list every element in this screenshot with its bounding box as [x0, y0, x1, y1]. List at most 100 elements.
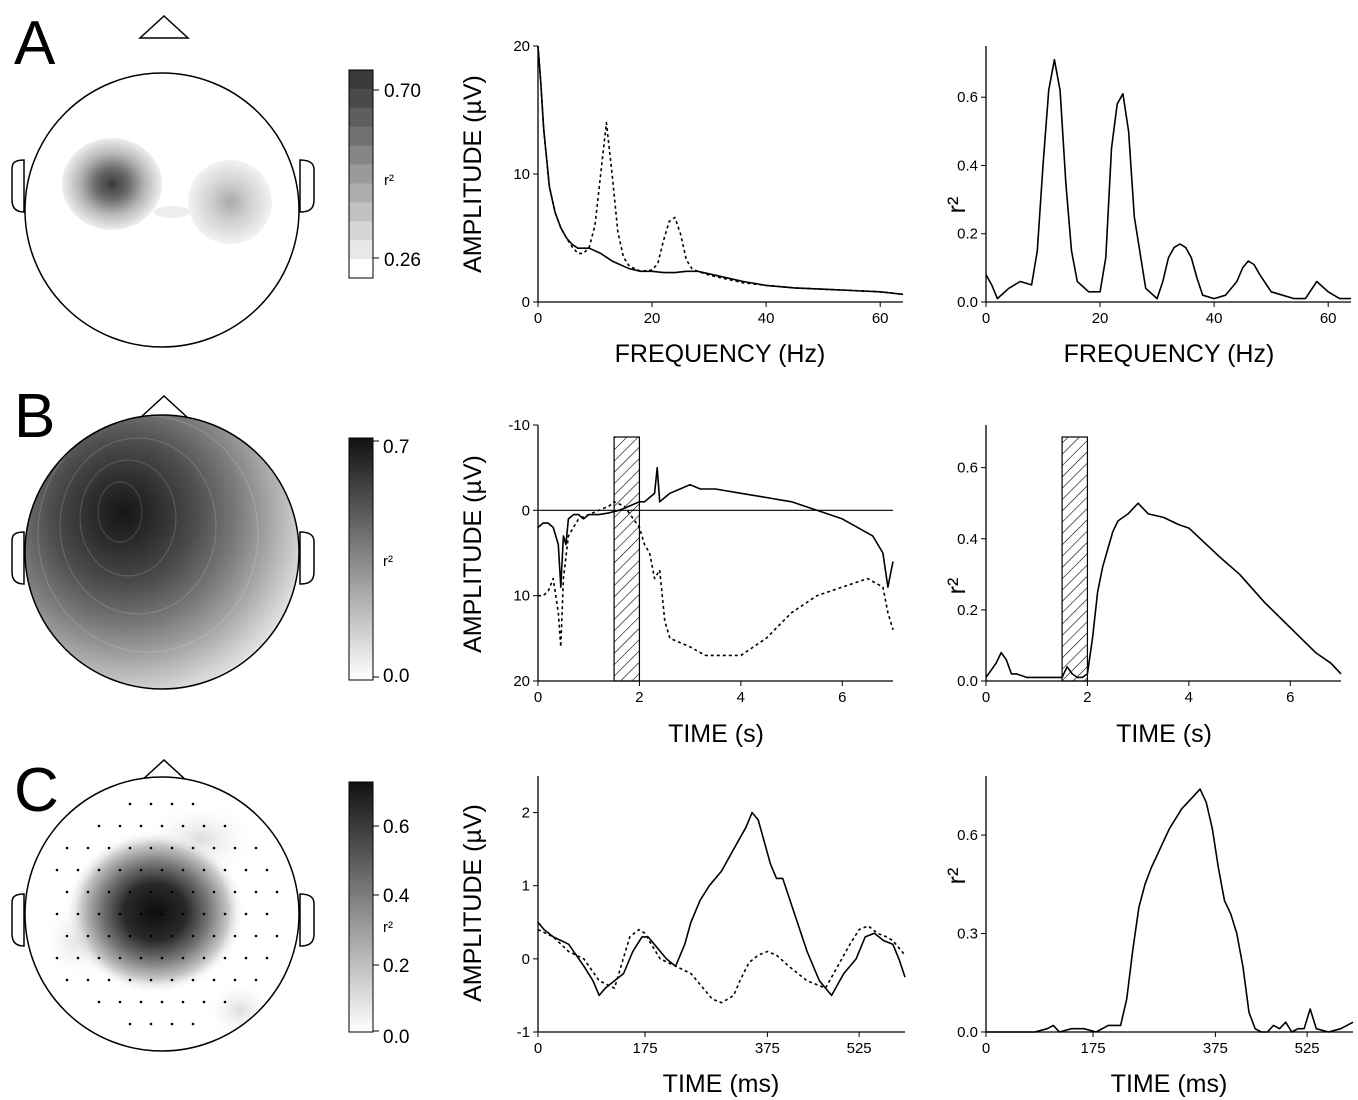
electrode-dot: [118, 912, 122, 916]
y-tick-label: 0: [522, 951, 530, 968]
electrode-dot: [275, 890, 279, 894]
y-tick-label: 10: [513, 588, 530, 605]
x-tick-label: 375: [1203, 1040, 1228, 1057]
y-tick-label: 0: [522, 294, 530, 311]
y-tick-label: 10: [513, 166, 530, 183]
head-outline-c: [24, 776, 300, 1052]
x-tick-label: 2: [635, 689, 643, 706]
contour-ring: [59, 437, 217, 615]
stimulus-interval: [1061, 436, 1089, 682]
colorbar-label-c: r²: [383, 919, 393, 936]
colorbar-tick-c-3: 0.0: [383, 1027, 409, 1048]
x-tick-label: 0: [982, 1040, 990, 1057]
right-ear-icon: [299, 531, 315, 585]
series-line-dotted: [537, 45, 904, 296]
colorbar-rect-b: [348, 437, 374, 681]
electrode-dot: [139, 868, 143, 872]
electrode-dot: [139, 912, 143, 916]
electrode-dot: [118, 824, 122, 828]
electrode-dot: [265, 956, 269, 960]
electrode-dot: [118, 956, 122, 960]
y-tick-label: 20: [513, 673, 530, 690]
y-tick-label: 0.0: [957, 1024, 978, 1041]
y-tick-label: -10: [508, 417, 530, 434]
electrode-dot: [170, 1022, 174, 1026]
chart-b-amplitude-ylabel: AMPLITUDE (µV): [459, 455, 487, 653]
electrode-dot: [254, 934, 258, 938]
electrode-dots: [55, 802, 279, 1026]
x-tick-label: 40: [758, 310, 775, 327]
colorbar-tick-b-1: 0.0: [383, 666, 409, 687]
electrode-dot: [191, 978, 195, 982]
colorbar-tick-a-0: 0.70: [384, 81, 421, 102]
chart-c-amplitude-xlabel: TIME (ms): [663, 1070, 780, 1098]
panel-letter-a: A: [14, 9, 56, 78]
electrode-dot: [107, 890, 111, 894]
stimulus-interval: [613, 436, 641, 682]
electrode-dot: [160, 868, 164, 872]
electrode-dot: [149, 890, 153, 894]
electrode-dot: [128, 934, 132, 938]
electrode-dot: [149, 846, 153, 850]
electrode-dot: [233, 890, 237, 894]
x-tick-label: 4: [737, 689, 745, 706]
electrode-dot: [254, 890, 258, 894]
x-tick-label: 2: [1083, 689, 1091, 706]
electrode-dot: [97, 956, 101, 960]
electrode-dot: [76, 868, 80, 872]
x-tick-label: 525: [1295, 1040, 1320, 1057]
electrode-dot: [107, 846, 111, 850]
electrode-dot: [86, 890, 90, 894]
electrode-dot: [212, 846, 216, 850]
y-tick-label: 0.2: [957, 226, 978, 243]
colorbar-label-b: r²: [383, 553, 393, 570]
colorbar-rect-c: [348, 781, 374, 1033]
x-tick-label: 60: [872, 310, 889, 327]
electrode-dot: [128, 802, 132, 806]
colorbar-c: 0.6 0.4 0.2 0.0 r²: [348, 781, 410, 1048]
colorbar-step: [349, 88, 373, 109]
chart-a-amplitude-ylabel: AMPLITUDE (µV): [459, 75, 487, 273]
colorbar-step: [349, 126, 373, 147]
series-line-dotted: [537, 925, 906, 1004]
chart-c-r2-xlabel: TIME (ms): [1111, 1070, 1228, 1098]
electrode-dot: [254, 978, 258, 982]
electrode-dot: [107, 978, 111, 982]
electrode-dot: [128, 1022, 132, 1026]
row-a: A 0.70 0.26 r² FREQUENCY (Hz) AMPLITUDE …: [11, 9, 1351, 368]
electrode-dot: [86, 934, 90, 938]
electrode-dot: [86, 978, 90, 982]
colorbar-tick-c-0: 0.6: [383, 817, 409, 838]
electrode-dot: [160, 956, 164, 960]
chart-c-amplitude-ylabel: AMPLITUDE (µV): [459, 804, 487, 1002]
chart-c-r2: TIME (ms) r² 0 175 375 525 0.0 0.3 0.6: [943, 776, 1354, 1098]
electrode-dot: [118, 868, 122, 872]
activation-blob-right-a: [188, 160, 272, 244]
electrode-dot: [223, 824, 227, 828]
head-outline-b: [24, 414, 300, 690]
y-tick-label: 0.3: [957, 926, 978, 943]
y-tick-label: 0.0: [957, 294, 978, 311]
electrode-dot: [212, 934, 216, 938]
series-line-dotted: [538, 500, 894, 657]
series-line-solid: [986, 788, 1354, 1033]
y-tick-label: 0.6: [957, 89, 978, 106]
electrode-dot: [128, 978, 132, 982]
x-tick-label: 0: [982, 310, 990, 327]
electrode-dot: [139, 824, 143, 828]
head-map-c: [11, 758, 315, 1052]
y-tick-label: 1: [522, 878, 530, 895]
electrode-dot: [76, 912, 80, 916]
colorbar-label-a: r²: [384, 172, 394, 189]
electrode-dot: [265, 868, 269, 872]
colorbar-tick-c-2: 0.2: [383, 956, 409, 977]
panel-letter-c: C: [14, 756, 59, 825]
electrode-dot: [181, 912, 185, 916]
x-tick-label: 60: [1320, 310, 1337, 327]
series-line-solid: [537, 45, 904, 296]
left-ear-icon: [11, 159, 25, 213]
activation-blob-left-a: [62, 138, 162, 230]
colorbar-tick-c-1: 0.4: [383, 886, 410, 907]
x-tick-label: 6: [838, 689, 846, 706]
